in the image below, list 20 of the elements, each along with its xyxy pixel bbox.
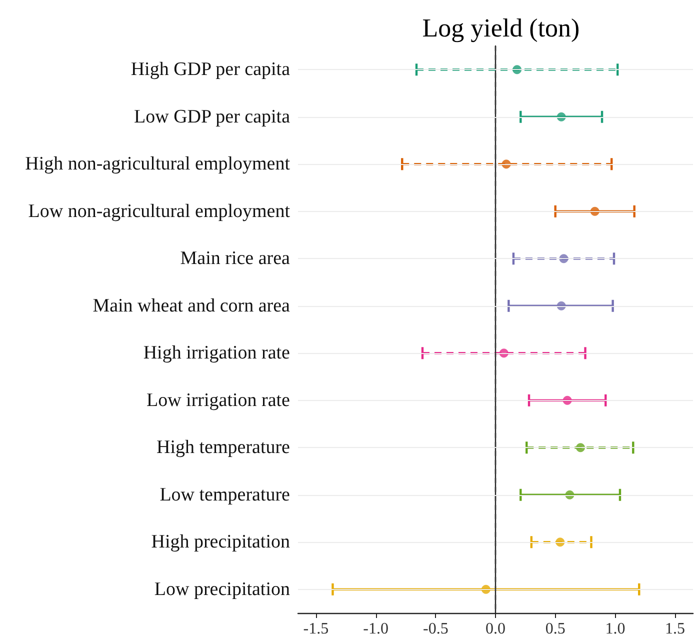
y-tick-label: Main wheat and corn area <box>92 295 291 316</box>
chart-title: Log yield (ton) <box>422 14 580 42</box>
y-tick-label: High precipitation <box>151 532 290 553</box>
y-tick-label: Low irrigation rate <box>146 390 290 411</box>
y-tick-label: Low temperature <box>160 484 290 506</box>
y-tick-label: High temperature <box>156 437 290 458</box>
y-tick-label: Low precipitation <box>154 578 290 600</box>
x-tick-label: 1.5 <box>665 620 686 638</box>
y-tick-label: High irrigation rate <box>143 342 290 364</box>
y-tick-label: High GDP per capita <box>130 59 291 80</box>
x-tick-label: -1.5 <box>303 620 329 638</box>
x-tick-label: 0.5 <box>545 620 566 638</box>
x-tick-label: 0.0 <box>486 620 506 638</box>
y-tick-label: Main rice area <box>180 248 291 270</box>
y-tick-label: High non-agricultural employment <box>25 154 291 175</box>
x-tick-label: 1.0 <box>605 620 626 638</box>
x-tick-label: -0.5 <box>422 620 448 638</box>
y-tick-label: Low GDP per capita <box>134 106 291 128</box>
y-tick-label: Low non-agricultural employment <box>28 200 291 222</box>
x-tick-label: -1.0 <box>363 620 388 638</box>
